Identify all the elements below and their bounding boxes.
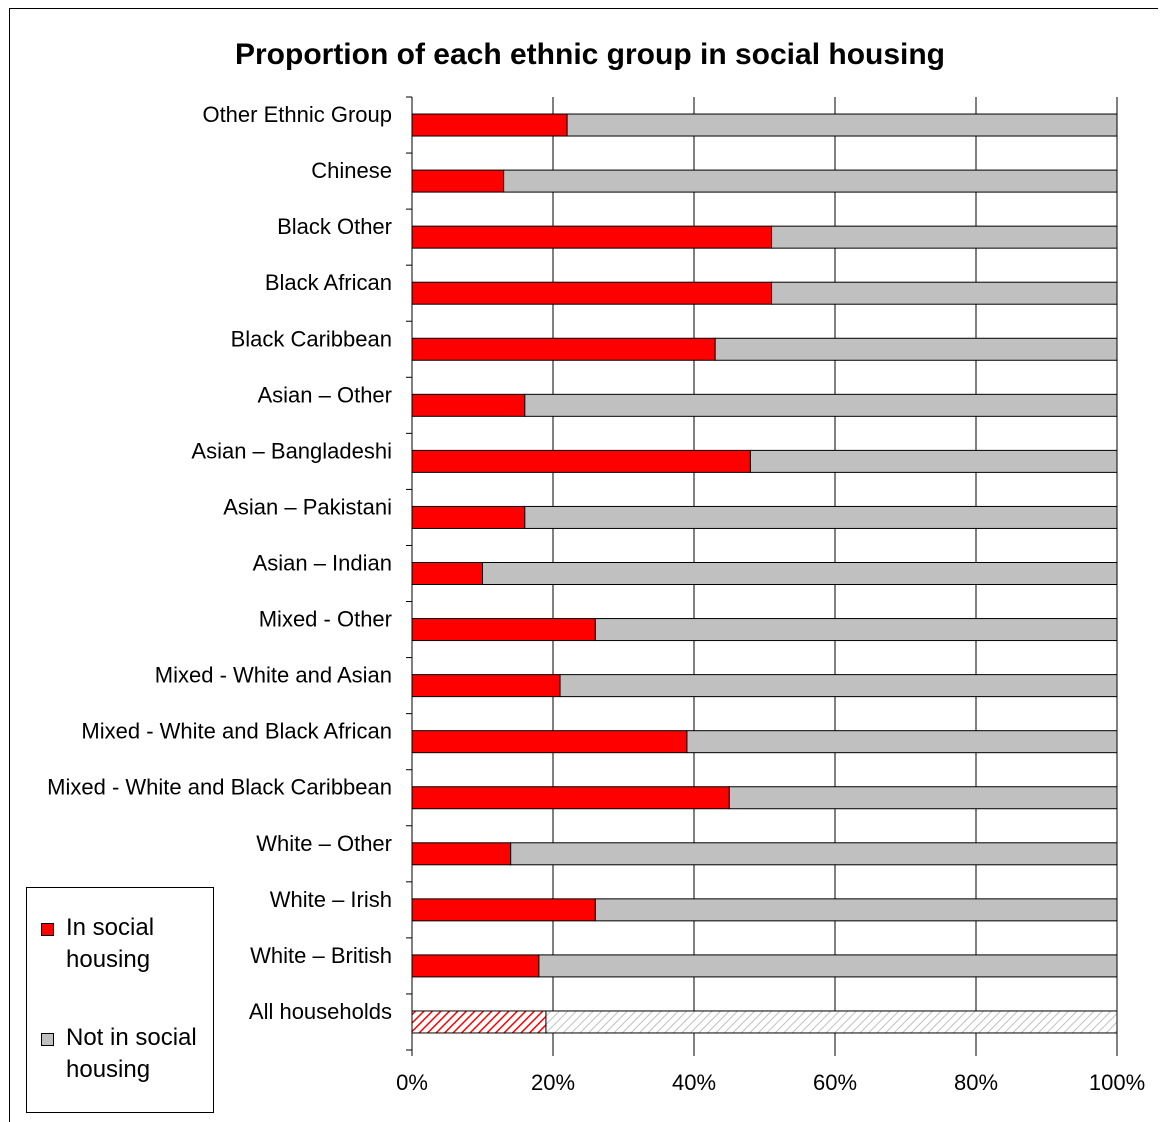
bar-in-social-housing: [411, 393, 526, 417]
x-tick-label: 100%: [1089, 1070, 1145, 1095]
bar-not-in-social-housing: [771, 225, 1118, 249]
bar-in-social-housing: [411, 505, 526, 529]
bar-not-in-social-housing: [714, 337, 1118, 361]
bar-in-social-housing: [411, 281, 773, 305]
legend-label: In social housing: [66, 914, 155, 973]
bar-in-social-housing: [411, 618, 596, 642]
bar-not-in-social-housing: [524, 505, 1118, 529]
bar-not-in-social-housing: [524, 393, 1118, 417]
bar-in-social-housing: [411, 169, 505, 193]
bar-in-social-housing: [411, 842, 512, 866]
bar-not-in-social-housing: [503, 169, 1118, 193]
category-label: Mixed - White and Asian: [155, 663, 392, 688]
x-tick-label: 80%: [954, 1070, 998, 1095]
category-label: Mixed - White and Black African: [81, 719, 392, 744]
x-tick-label: 40%: [672, 1070, 716, 1095]
bar-in-social-housing: [411, 562, 483, 585]
category-label: All households: [249, 999, 392, 1024]
bar-in-social-housing: [411, 1010, 547, 1034]
bar-not-in-social-housing: [538, 954, 1118, 978]
bar-not-in-social-housing: [594, 618, 1118, 642]
legend-label: Not in social housing: [66, 1024, 197, 1083]
bar-in-social-housing: [411, 954, 540, 978]
category-label: White – Other: [256, 831, 392, 856]
category-label: Black Other: [277, 214, 392, 239]
x-tick-label: 60%: [813, 1070, 857, 1095]
bar-in-social-housing: [411, 225, 773, 249]
chart-frame: [9, 8, 1158, 1122]
x-tick-label: 0%: [396, 1070, 428, 1095]
chart-legend: In social housing Not in social housing: [26, 887, 214, 1113]
category-label: Other Ethnic Group: [202, 102, 392, 127]
bar-not-in-social-housing: [559, 674, 1118, 698]
bar-not-in-social-housing: [771, 281, 1118, 305]
bar-in-social-housing: [411, 337, 716, 361]
bar-in-social-housing: [411, 674, 561, 698]
category-label: Black Caribbean: [231, 326, 392, 351]
bar-in-social-housing: [411, 730, 688, 754]
category-label: Asian – Pakistani: [223, 494, 392, 519]
category-label: White – British: [250, 943, 392, 968]
x-tick-label: 20%: [531, 1070, 575, 1095]
bar-in-social-housing: [411, 898, 596, 922]
bar-not-in-social-housing: [545, 1010, 1118, 1034]
category-label: White – Irish: [270, 887, 392, 912]
bar-not-in-social-housing: [594, 898, 1118, 922]
legend-swatch-grey: [41, 1033, 54, 1046]
category-label: Black African: [265, 270, 392, 295]
bar-not-in-social-housing: [482, 562, 1118, 585]
category-label: Asian – Bangladeshi: [191, 438, 392, 463]
category-label: Asian – Other: [257, 382, 392, 407]
bar-not-in-social-housing: [728, 786, 1118, 810]
bar-in-social-housing: [411, 113, 568, 137]
category-label: Asian – Indian: [253, 551, 392, 576]
bar-in-social-housing: [411, 449, 751, 473]
bar-not-in-social-housing: [510, 842, 1118, 866]
bar-not-in-social-housing: [749, 449, 1118, 473]
bar-not-in-social-housing: [566, 113, 1118, 137]
category-label: Mixed - Other: [259, 607, 392, 632]
chart-title: Proportion of each ethnic group in socia…: [234, 38, 946, 71]
bar-not-in-social-housing: [686, 730, 1118, 754]
category-label: Chinese: [311, 158, 392, 183]
legend-swatch-red: [41, 923, 54, 936]
category-label: Mixed - White and Black Caribbean: [47, 775, 392, 800]
bar-in-social-housing: [411, 786, 730, 810]
